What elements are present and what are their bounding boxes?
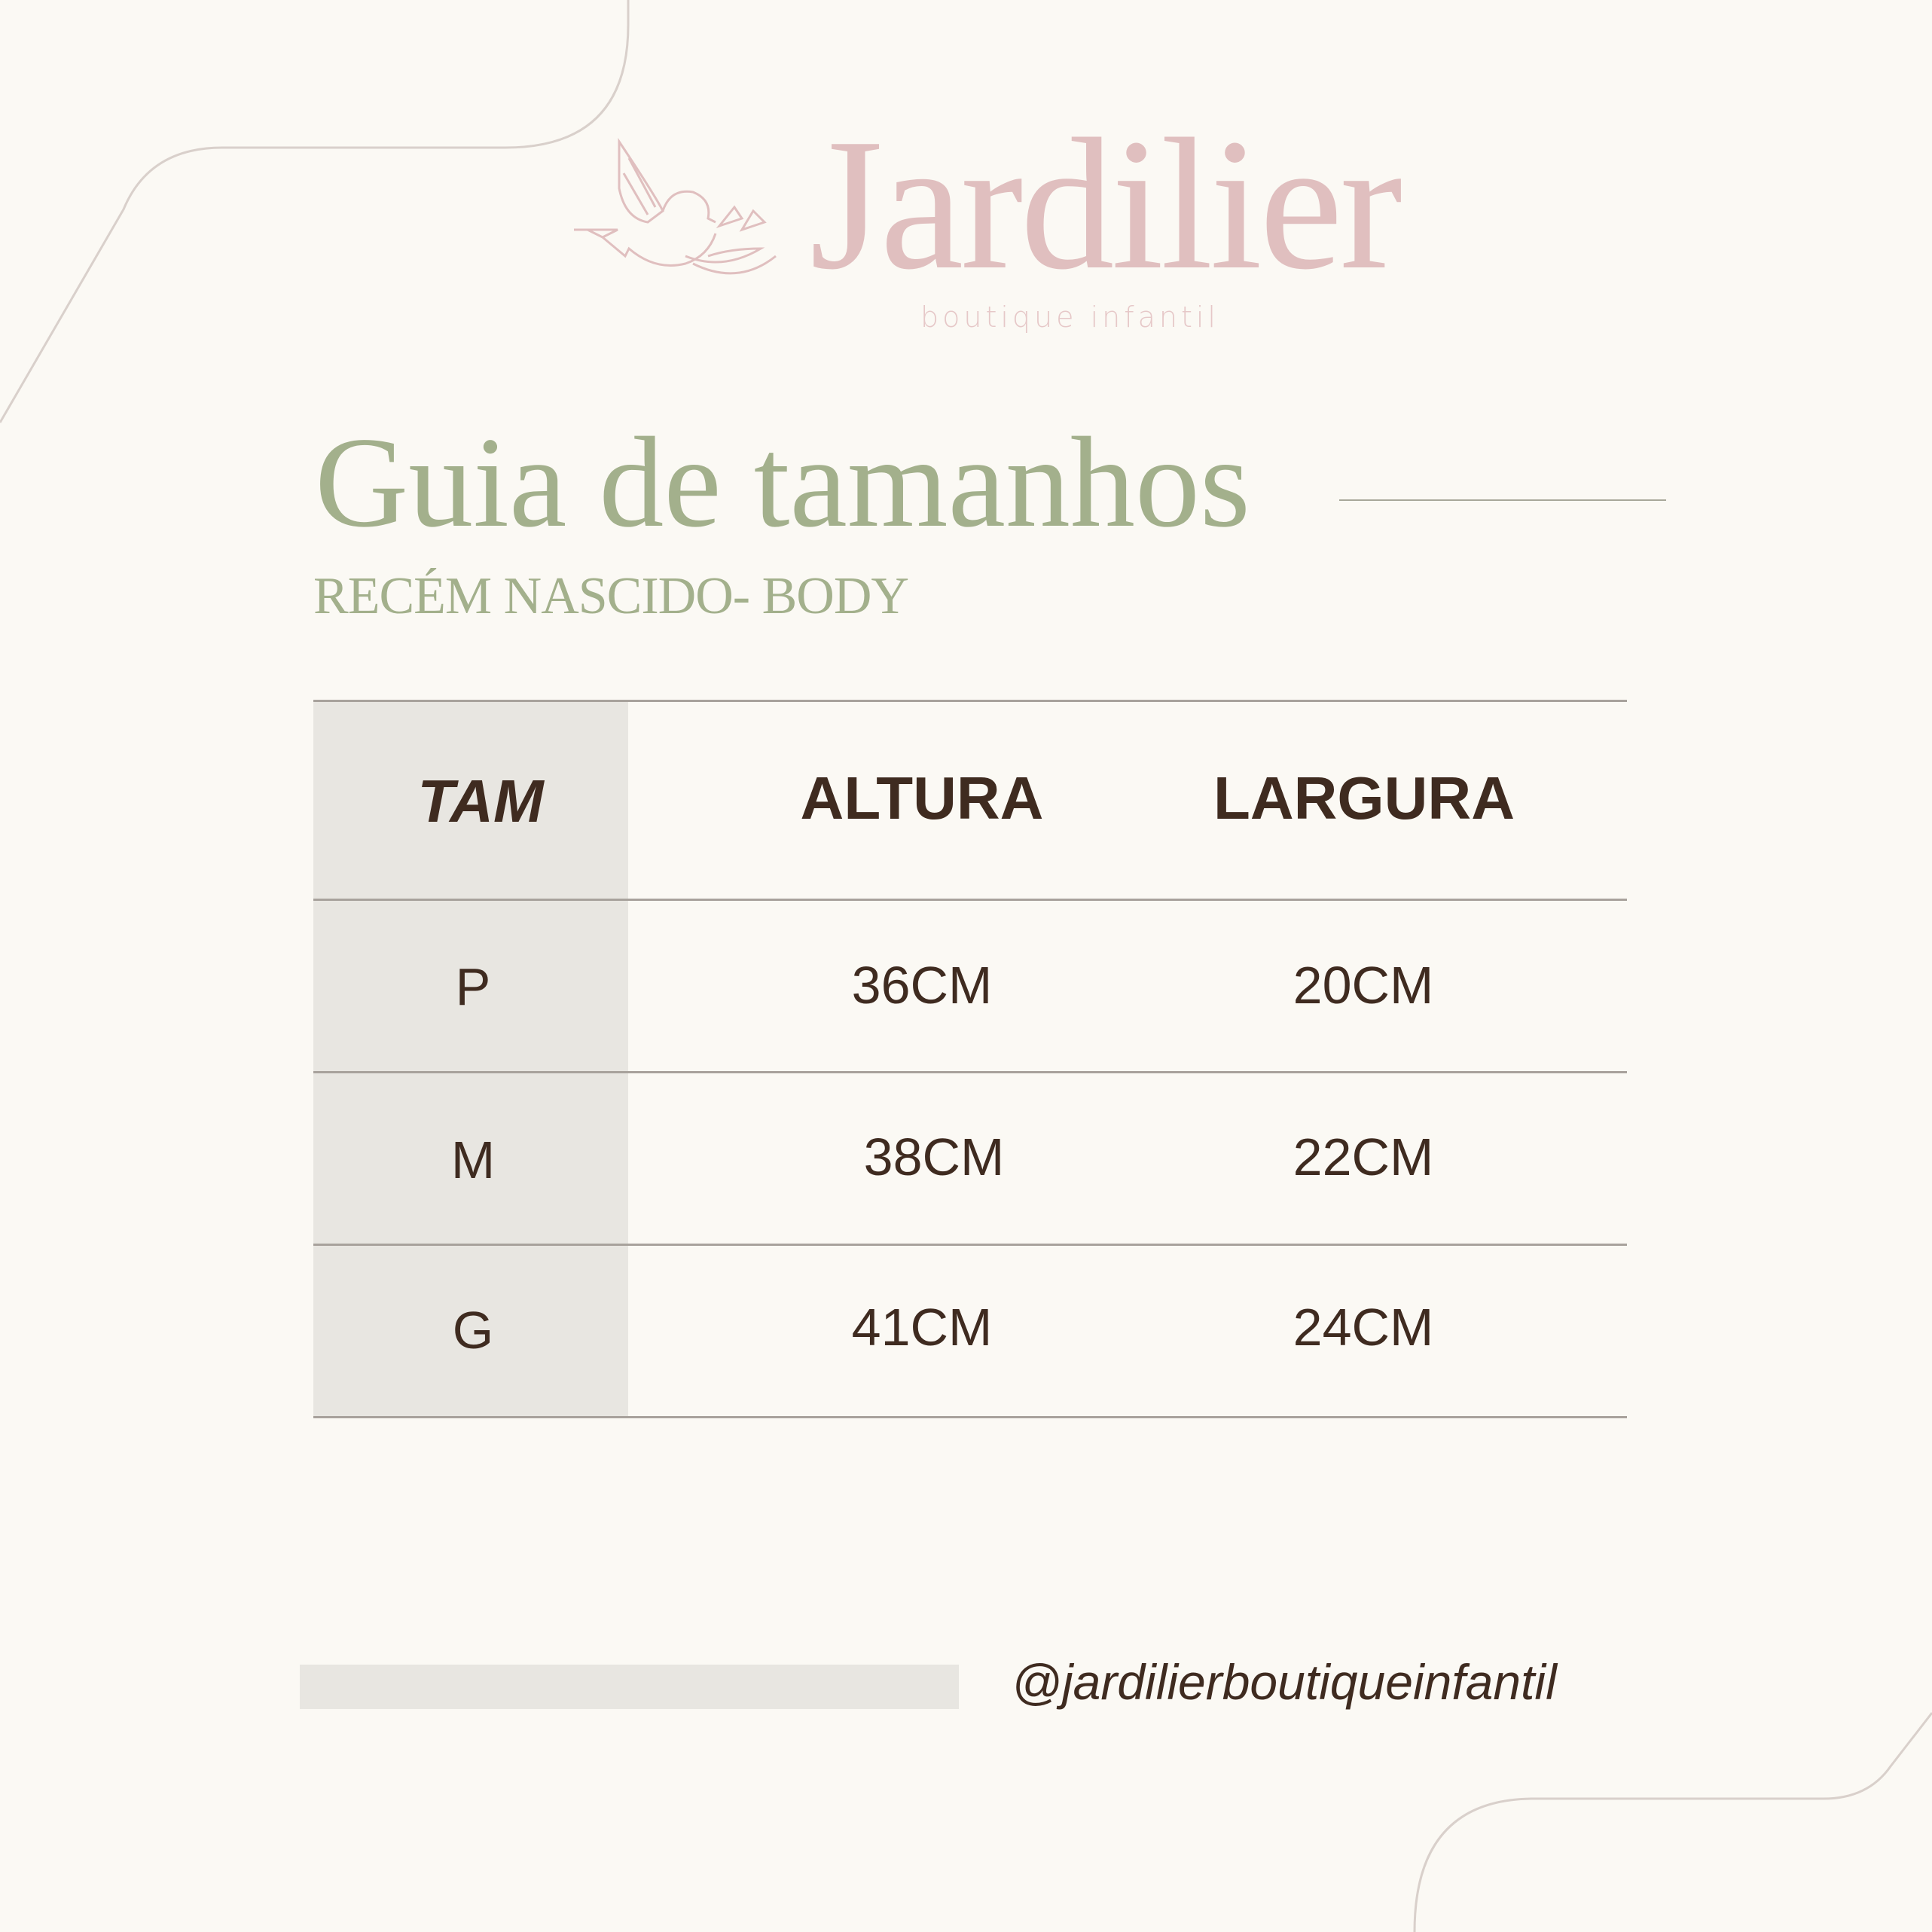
bottom-right-curve xyxy=(1413,1712,1932,1932)
header-tam: TAM xyxy=(417,768,544,835)
size-cell: P xyxy=(455,957,491,1016)
altura-cell: 36CM xyxy=(851,956,993,1015)
largura-cell: 20CM xyxy=(1293,956,1434,1015)
table-divider xyxy=(313,1416,1627,1418)
table-divider xyxy=(313,1071,1627,1073)
header-largura: LARGURA xyxy=(1213,765,1515,832)
size-column-background xyxy=(313,701,628,1417)
page-title: Guia de tamanhos xyxy=(315,411,1250,554)
brand-name: Jardilier xyxy=(810,100,1402,309)
table-divider xyxy=(313,899,1627,901)
table-divider xyxy=(313,700,1627,702)
largura-cell: 24CM xyxy=(1293,1298,1434,1357)
header-altura: ALTURA xyxy=(800,765,1044,832)
size-cell: G xyxy=(452,1301,494,1360)
top-left-curve xyxy=(0,0,630,423)
page-subtitle: RECÉM NASCIDO- BODY xyxy=(313,567,909,625)
footer-bar xyxy=(300,1665,959,1709)
title-divider xyxy=(1339,499,1666,501)
table-divider xyxy=(313,1244,1627,1246)
size-cell: M xyxy=(450,1131,496,1189)
altura-cell: 41CM xyxy=(851,1298,993,1357)
social-handle: @jardilierboutiqueinfantil xyxy=(1012,1654,1557,1710)
brand-tagline: boutique infantil xyxy=(920,301,1219,334)
altura-cell: 38CM xyxy=(863,1128,1005,1186)
bird-logo-icon xyxy=(574,138,777,275)
largura-cell: 22CM xyxy=(1293,1128,1434,1186)
